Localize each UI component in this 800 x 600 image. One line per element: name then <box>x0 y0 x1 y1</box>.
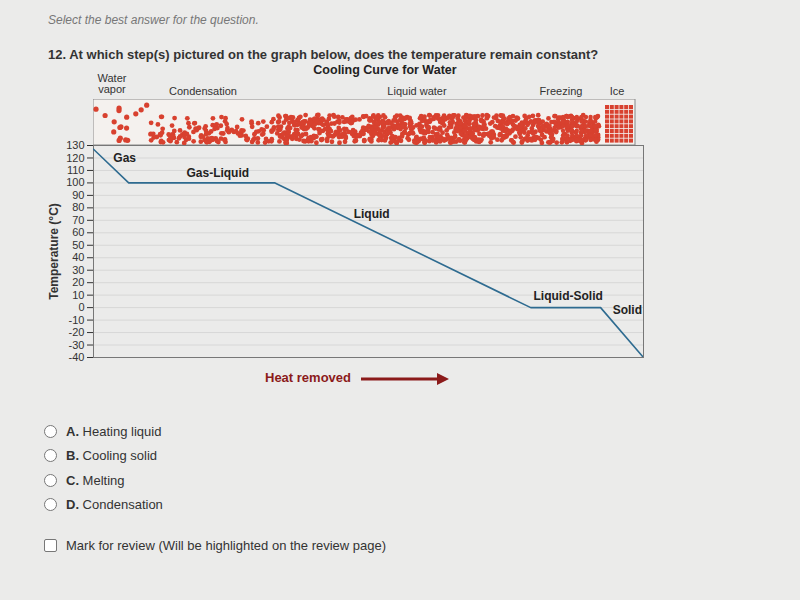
svg-text:Temperature (°C): Temperature (°C) <box>47 203 61 300</box>
svg-text:-20: -20 <box>69 326 85 338</box>
html-text:12. At which step(s) pictured: 12. At which step(s) pictured on the gra… <box>48 47 599 62</box>
html-text:Mark for review (Will be highl: Mark for review (Will be highlighted on … <box>66 538 387 553</box>
html-text:D. Condensation: D. Condensation <box>66 497 163 512</box>
svg-text:0: 0 <box>78 301 84 313</box>
svg-text:110: 110 <box>67 164 85 176</box>
html-text:C. Melting: C. Melting <box>66 473 125 488</box>
html-text:Liquid water: Liquid water <box>387 85 447 97</box>
svg-text:Liquid-Solid: Liquid-Solid <box>534 289 603 303</box>
svg-text:-10: -10 <box>69 314 85 326</box>
svg-text:-40: -40 <box>69 351 85 363</box>
html-text:B. Cooling solid: B. Cooling solid <box>66 448 157 463</box>
svg-text:60: 60 <box>72 226 84 238</box>
svg-text:30: 30 <box>72 264 84 276</box>
svg-text:20: 20 <box>72 276 84 288</box>
svg-text:Gas: Gas <box>113 151 136 165</box>
svg-text:90: 90 <box>72 189 84 201</box>
svg-text:130: 130 <box>66 140 84 151</box>
html-text:Heat removed: Heat removed <box>265 370 351 385</box>
html-text:Select the best answer for the: Select the best answer for the question. <box>48 13 259 27</box>
html-text:Ice: Ice <box>609 85 625 97</box>
html-text:Condensation: Condensation <box>169 85 237 97</box>
html-text:Freezing: Freezing <box>539 85 583 97</box>
html-text:Water vapor: Water vapor <box>97 72 127 95</box>
svg-text:10: 10 <box>72 289 84 301</box>
svg-text:40: 40 <box>72 251 84 263</box>
html-text:A. Heating liquid: A. Heating liquid <box>66 424 162 439</box>
svg-text:50: 50 <box>72 239 84 251</box>
svg-text:Solid: Solid <box>613 303 642 317</box>
svg-text:Liquid: Liquid <box>354 207 390 221</box>
svg-text:120: 120 <box>66 151 84 163</box>
svg-text:Gas-Liquid: Gas-Liquid <box>186 166 249 180</box>
svg-text:100: 100 <box>66 176 84 188</box>
svg-text:80: 80 <box>72 201 84 213</box>
svg-text:70: 70 <box>72 214 84 226</box>
html-text:Cooling Curve for Water: Cooling Curve for Water <box>313 63 457 77</box>
svg-text:-30: -30 <box>69 339 85 351</box>
